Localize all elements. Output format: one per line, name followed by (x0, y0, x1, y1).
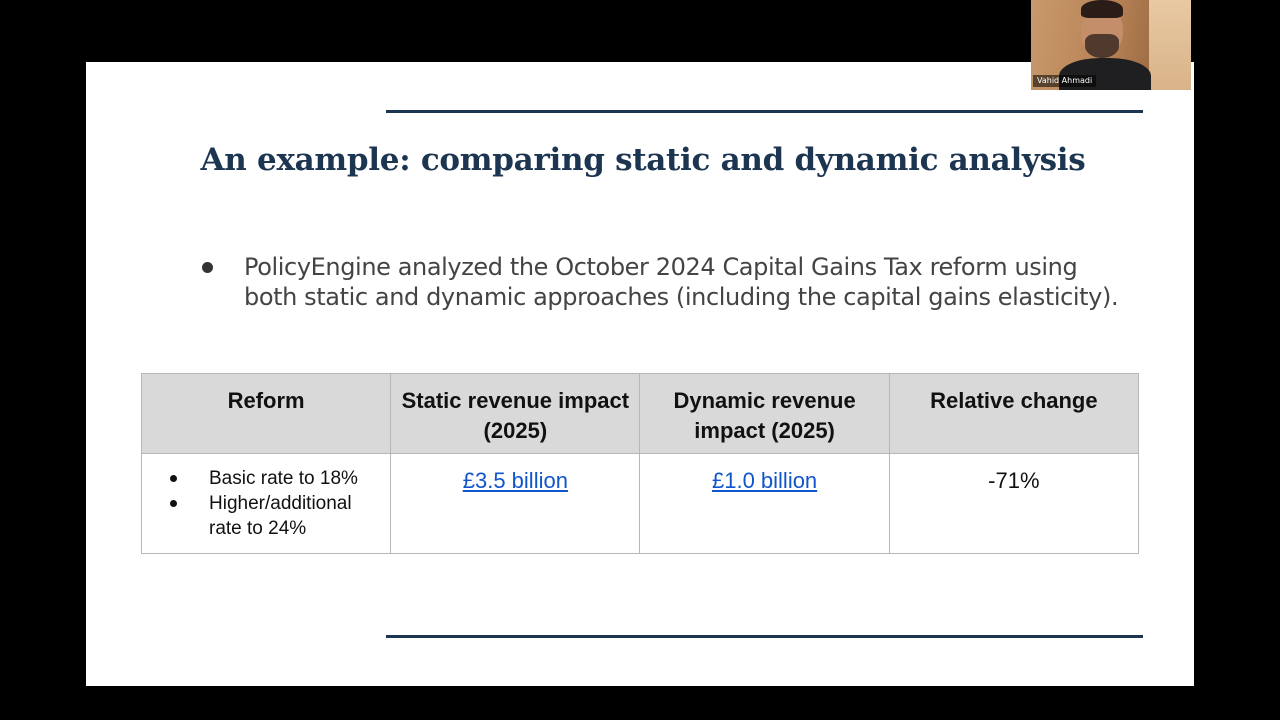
header-reform: Reform (140, 373, 392, 454)
list-item: Basic rate to 18% (162, 466, 384, 491)
dynamic-impact-link[interactable]: £1.0 billion (711, 468, 818, 493)
list-item: Higher/additional rate to 24% (162, 491, 384, 541)
reform-list: Basic rate to 18% Higher/additional rate… (162, 466, 384, 541)
static-impact-cell: £3.5 billion (390, 453, 641, 554)
header-dynamic-revenue: Dynamic revenue impact (2025) (639, 373, 890, 454)
bullet-text: PolicyEngine analyzed the October 2024 C… (244, 253, 1119, 311)
table-row: Basic rate to 18% Higher/additional rate… (140, 453, 1140, 554)
header-relative-change: Relative change (888, 373, 1140, 454)
reform-comparison-table: Reform Static revenue impact (2025) Dyna… (140, 373, 1140, 554)
bullet-dot-icon (202, 262, 213, 273)
participant-name-label: Vahid Ahmadi (1033, 75, 1097, 87)
bullet-point: PolicyEngine analyzed the October 2024 C… (202, 252, 1122, 312)
bottom-divider (386, 635, 1143, 638)
participant-beard (1085, 34, 1119, 58)
header-static-revenue: Static revenue impact (2025) (390, 373, 641, 454)
reform-cell: Basic rate to 18% Higher/additional rate… (140, 453, 392, 554)
video-background (1149, 0, 1191, 90)
participant-video-tile[interactable]: Vahid Ahmadi (1031, 0, 1191, 90)
slide-title: An example: comparing static and dynamic… (200, 142, 1086, 178)
table-header-row: Reform Static revenue impact (2025) Dyna… (140, 373, 1140, 454)
dynamic-impact-cell: £1.0 billion (639, 453, 890, 554)
presentation-slide: An example: comparing static and dynamic… (86, 62, 1194, 686)
static-impact-link[interactable]: £3.5 billion (462, 468, 568, 493)
participant-hair (1081, 0, 1123, 18)
relative-change-cell: -71% (888, 453, 1140, 554)
top-divider (386, 110, 1143, 113)
